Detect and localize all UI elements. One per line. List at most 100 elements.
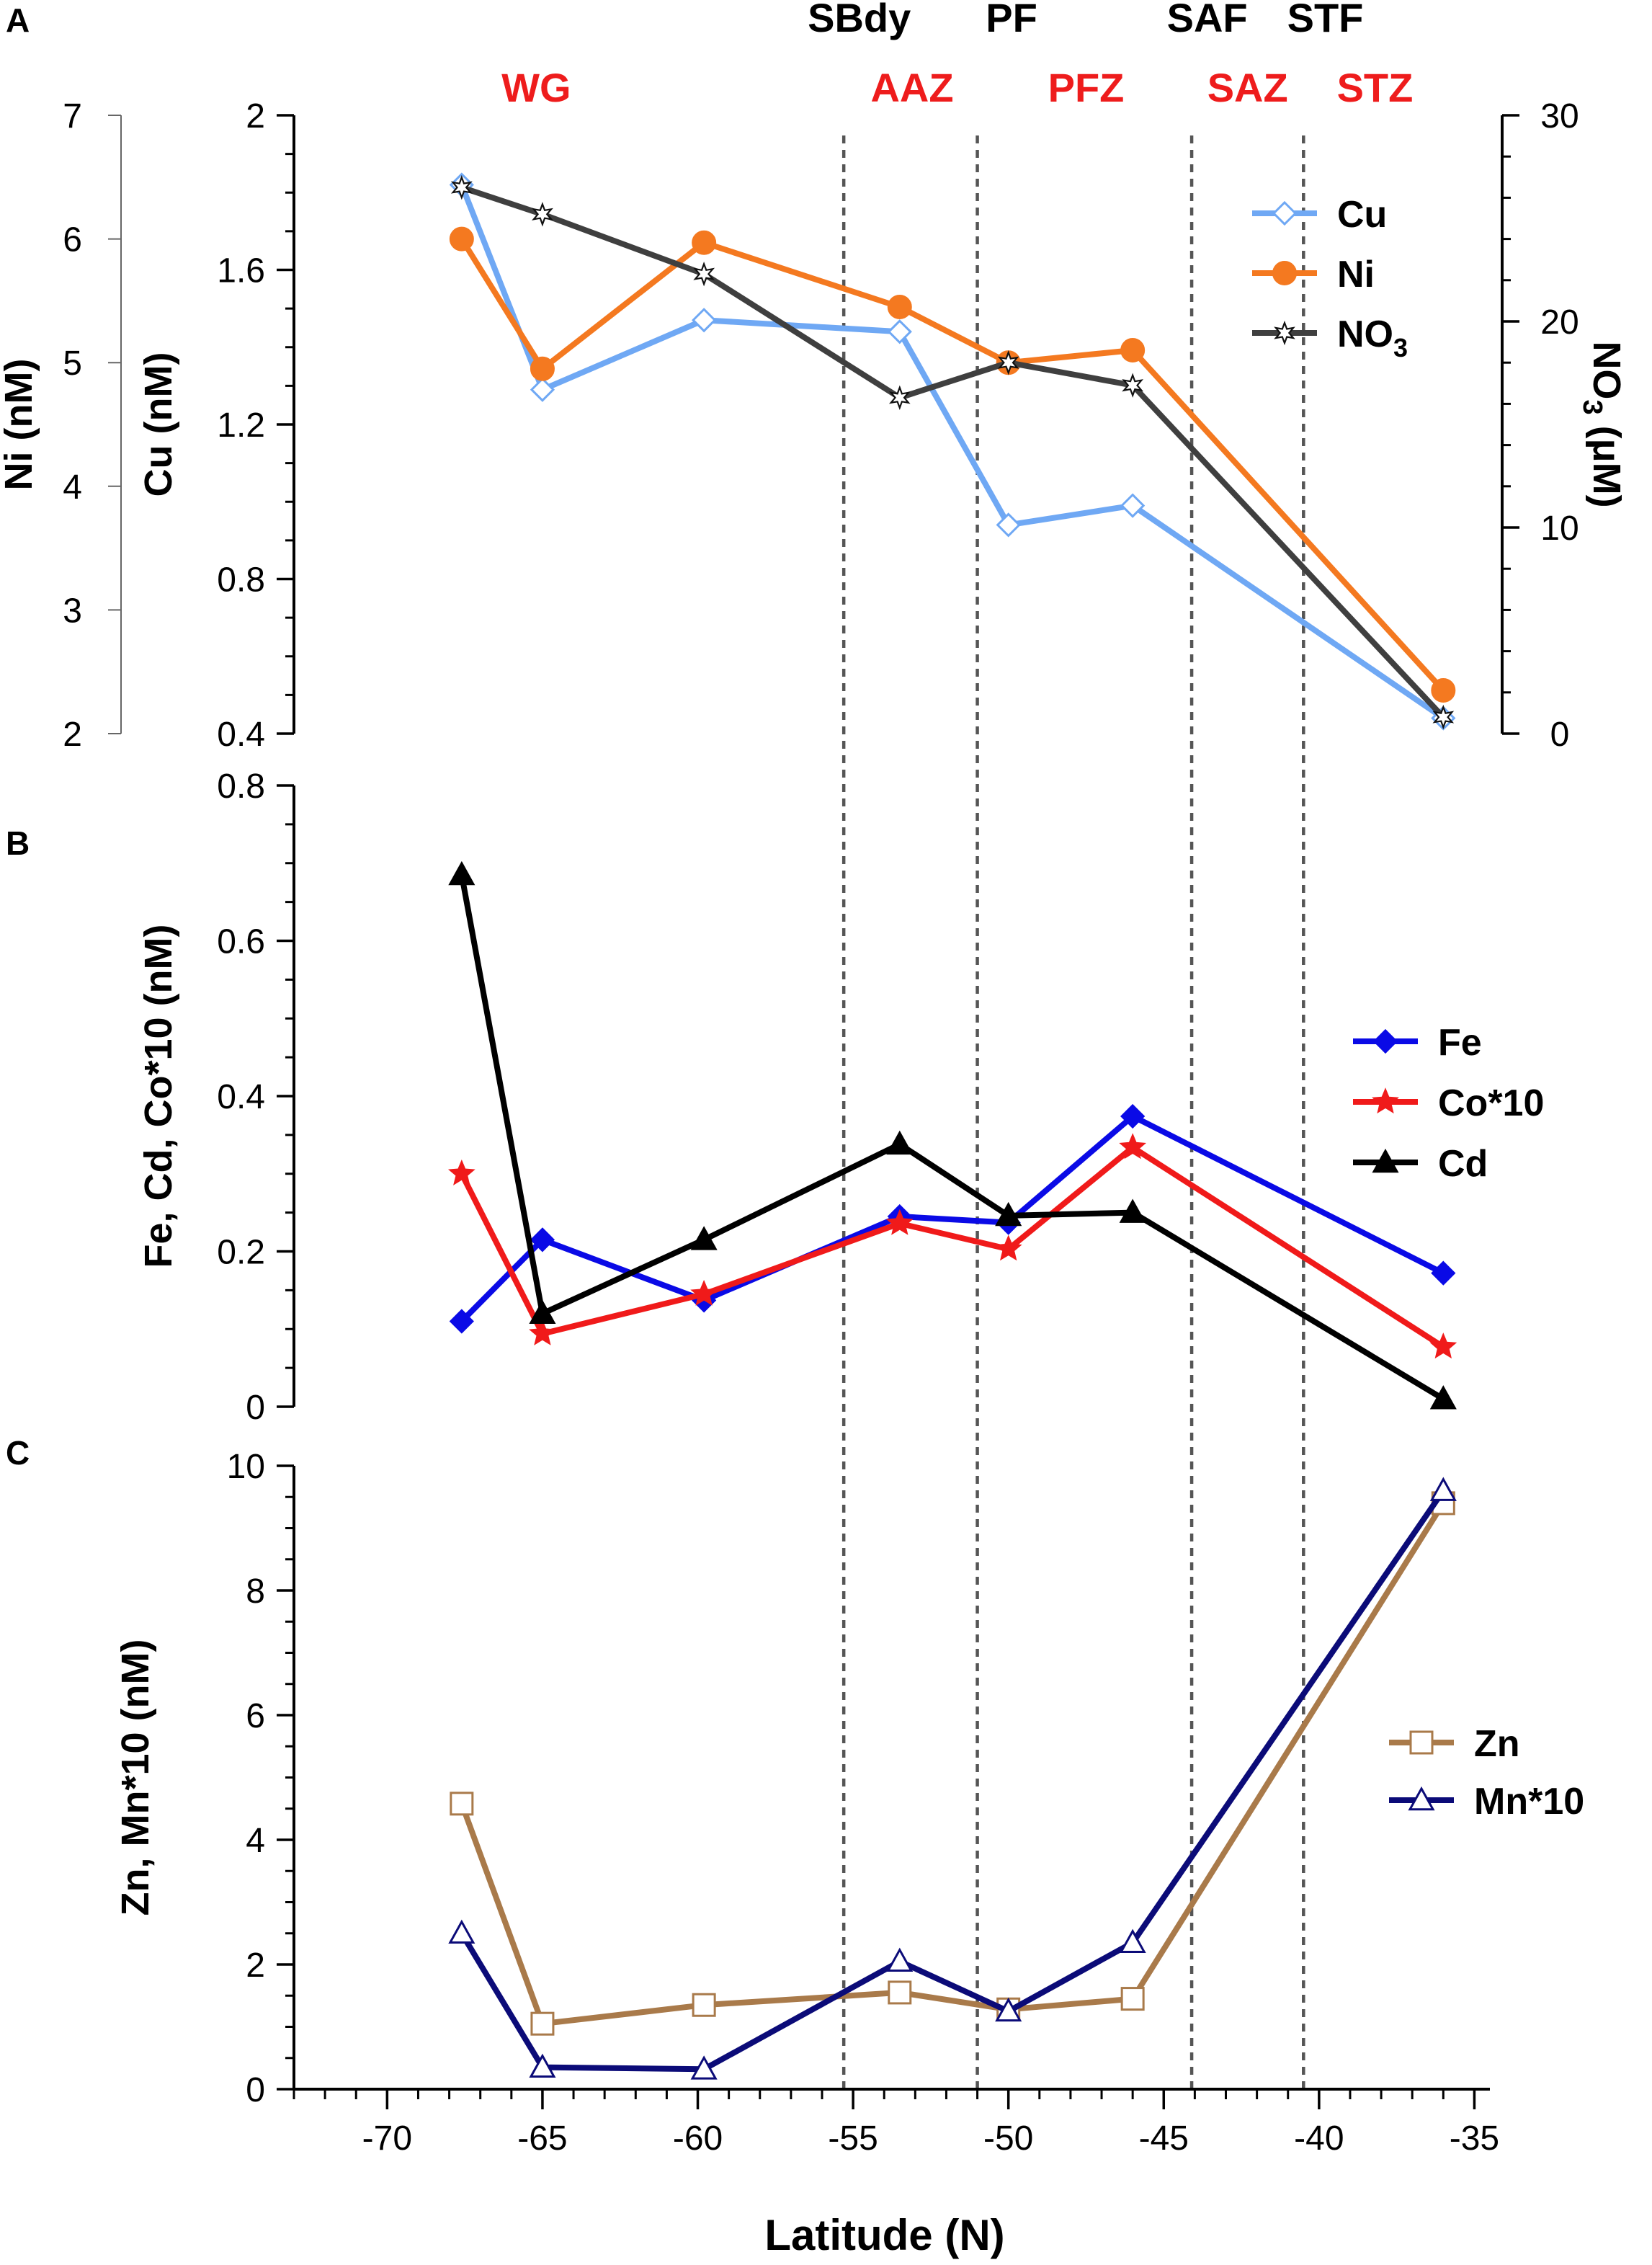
panel-a-y-tick-label: 1.2 <box>217 406 265 445</box>
panel-a-point-ni <box>530 356 555 381</box>
panel-a-legend-marker <box>1272 261 1297 285</box>
panel-b-point-cd <box>529 1299 556 1324</box>
panel-c-legend-marker <box>1408 1786 1435 1811</box>
panel-c-point-mn10 <box>995 1997 1022 2022</box>
panel-a-right-tick-label: 10 <box>1540 509 1579 548</box>
panel-a-y-tick-label: 0.4 <box>217 716 265 754</box>
zone-label-stz: STZ <box>1337 65 1414 110</box>
panel-b-point-cd <box>886 1130 914 1155</box>
panel-a-point-cu <box>996 512 1021 538</box>
panel-a-point-cu <box>1120 493 1146 518</box>
panel-a-no3-axis-label-sub: 3 <box>1577 399 1607 414</box>
panel-a-legend-label: NO3 <box>1337 313 1408 362</box>
panel-b-point-co10 <box>994 1234 1022 1261</box>
panel-b-point-cd <box>690 1226 718 1250</box>
panel-a-point-no <box>532 202 553 227</box>
panel-c-y-tick-label: 2 <box>246 1946 265 1985</box>
panel-a-series-line-ni <box>459 237 1446 693</box>
panel-a-point-ni <box>887 294 912 319</box>
panel-c-y-tick-label: 4 <box>246 1822 265 1860</box>
panel-b-legend-marker <box>1372 1087 1399 1114</box>
panel-b-point-cd <box>1429 1385 1457 1410</box>
panel-c-y-tick-label: 10 <box>227 1448 265 1486</box>
x-tick-label: -60 <box>673 2119 723 2158</box>
panel-b-y-tick-label: 0.4 <box>217 1078 265 1116</box>
panel-a-ni-tick-label: 6 <box>63 221 82 259</box>
panel-c-legend-label: Mn*10 <box>1474 1781 1584 1823</box>
panel-a-point-cu <box>887 319 912 344</box>
panel-a-right-tick-label: 30 <box>1540 97 1579 135</box>
panel-b-point-fe <box>449 1309 474 1334</box>
panel-c-legend-marker <box>1409 1730 1434 1755</box>
x-axis: -70 -65 -60 -55 -50 -45 -40 -35 Latitude (N) <box>293 2088 1499 2259</box>
panel-a-legend-label-sub: 3 <box>1393 333 1408 362</box>
panel-b-y-tick-label: 0.8 <box>217 767 265 806</box>
panel-b-point-co10 <box>1429 1332 1457 1359</box>
panel-a-point-cu <box>692 308 717 333</box>
panel-b-point-co10 <box>1119 1133 1147 1160</box>
panel-a-point-ni <box>1431 677 1456 703</box>
panel-c-point-mn10 <box>529 2053 556 2078</box>
panel-b-legend-marker <box>1372 1028 1398 1054</box>
panel-b-point-co10 <box>690 1279 718 1306</box>
panel-b-y-tick-label: 0 <box>246 1389 265 1427</box>
panel-b-point-cd <box>448 860 475 886</box>
panel-a-point-ni <box>449 226 474 252</box>
panel-a-right-tick-label: 20 <box>1540 303 1579 342</box>
x-tick-label: -50 <box>983 2119 1033 2158</box>
panel-c-point-mn10 <box>1119 1928 1146 1954</box>
panel-a-y-tick-label: 0.8 <box>217 561 265 600</box>
panel-b-point-co10 <box>885 1209 914 1235</box>
panel-a-point-no <box>1432 704 1455 730</box>
panel-letter-b: B <box>6 824 30 862</box>
panel-a-legend-label: Ni <box>1337 254 1375 295</box>
panel-a-no3-axis-label: NO3 (μM) <box>1577 341 1628 507</box>
panel-c-point-mn10 <box>690 2055 718 2080</box>
panel-b-legend-marker <box>1372 1148 1399 1173</box>
panel-a-y-tick-label: 1.6 <box>217 252 265 290</box>
panel-c-y-tick-label: 6 <box>246 1697 265 1735</box>
panel-b-point-cd <box>995 1201 1022 1227</box>
panel-a-ni-tick-label: 4 <box>63 468 82 507</box>
panel-b-point-co10 <box>447 1159 475 1185</box>
panel-a-ni-tick-label: 2 <box>63 716 82 754</box>
front-label-pf: PF <box>986 0 1037 40</box>
panel-c-point-zn <box>1120 1987 1145 2011</box>
panel-b-series-line-fe <box>459 1113 1445 1324</box>
x-tick-label: -55 <box>828 2119 878 2158</box>
x-axis-label: Latitude (N) <box>764 2211 1004 2259</box>
panel-a-chart: A 0.4 0.8 1.2 1.6 2 Cu (nM) 2 3 4 5 6 7 Ni (nM) 0 10 20 3… <box>0 1 1628 754</box>
zone-label-aaz: AAZ <box>870 65 953 110</box>
panel-a-y-tick-label: 2 <box>246 97 265 135</box>
panel-a-series-line-cu <box>459 184 1445 721</box>
panel-b-point-co10 <box>529 1319 556 1345</box>
panel-a-point-ni <box>1120 338 1146 363</box>
panel-a-legend-label: Cu <box>1337 194 1387 236</box>
panel-c-point-mn10 <box>448 1919 475 1944</box>
panel-a-ni-axis-label: Ni (nM) <box>0 359 40 491</box>
panel-c-point-zn <box>450 1792 474 1816</box>
panel-c-legend-label: Zn <box>1474 1723 1520 1765</box>
x-tick-label: -40 <box>1294 2119 1344 2158</box>
panel-b-point-cd <box>1119 1198 1146 1223</box>
panel-b-legend-label: Co*10 <box>1438 1082 1544 1124</box>
panel-a-point-no <box>1122 373 1144 398</box>
panel-c-series-line-mn10 <box>459 1489 1446 2073</box>
panel-b-point-fe <box>1431 1260 1456 1286</box>
zone-label-wg: WG <box>501 65 571 110</box>
panel-a-point-no <box>693 262 715 287</box>
front-label-sbdy: SBdy <box>808 0 911 40</box>
panel-a-ni-tick-label: 3 <box>63 592 82 630</box>
panel-c-point-zn <box>888 1980 912 2005</box>
x-tick-label: -45 <box>1139 2119 1189 2158</box>
panel-c-point-zn <box>530 2011 555 2036</box>
panel-a-ni-tick-label: 5 <box>63 344 82 383</box>
front-label-stf: STF <box>1287 0 1364 40</box>
panel-c-point-zn <box>692 1993 716 2017</box>
x-tick-label: -70 <box>362 2119 412 2158</box>
front-label-saf: SAF <box>1167 0 1248 40</box>
panel-a-point-no <box>450 174 473 200</box>
panel-b-y-tick-label: 0.6 <box>217 923 265 961</box>
panel-letter-c: C <box>6 1434 30 1472</box>
